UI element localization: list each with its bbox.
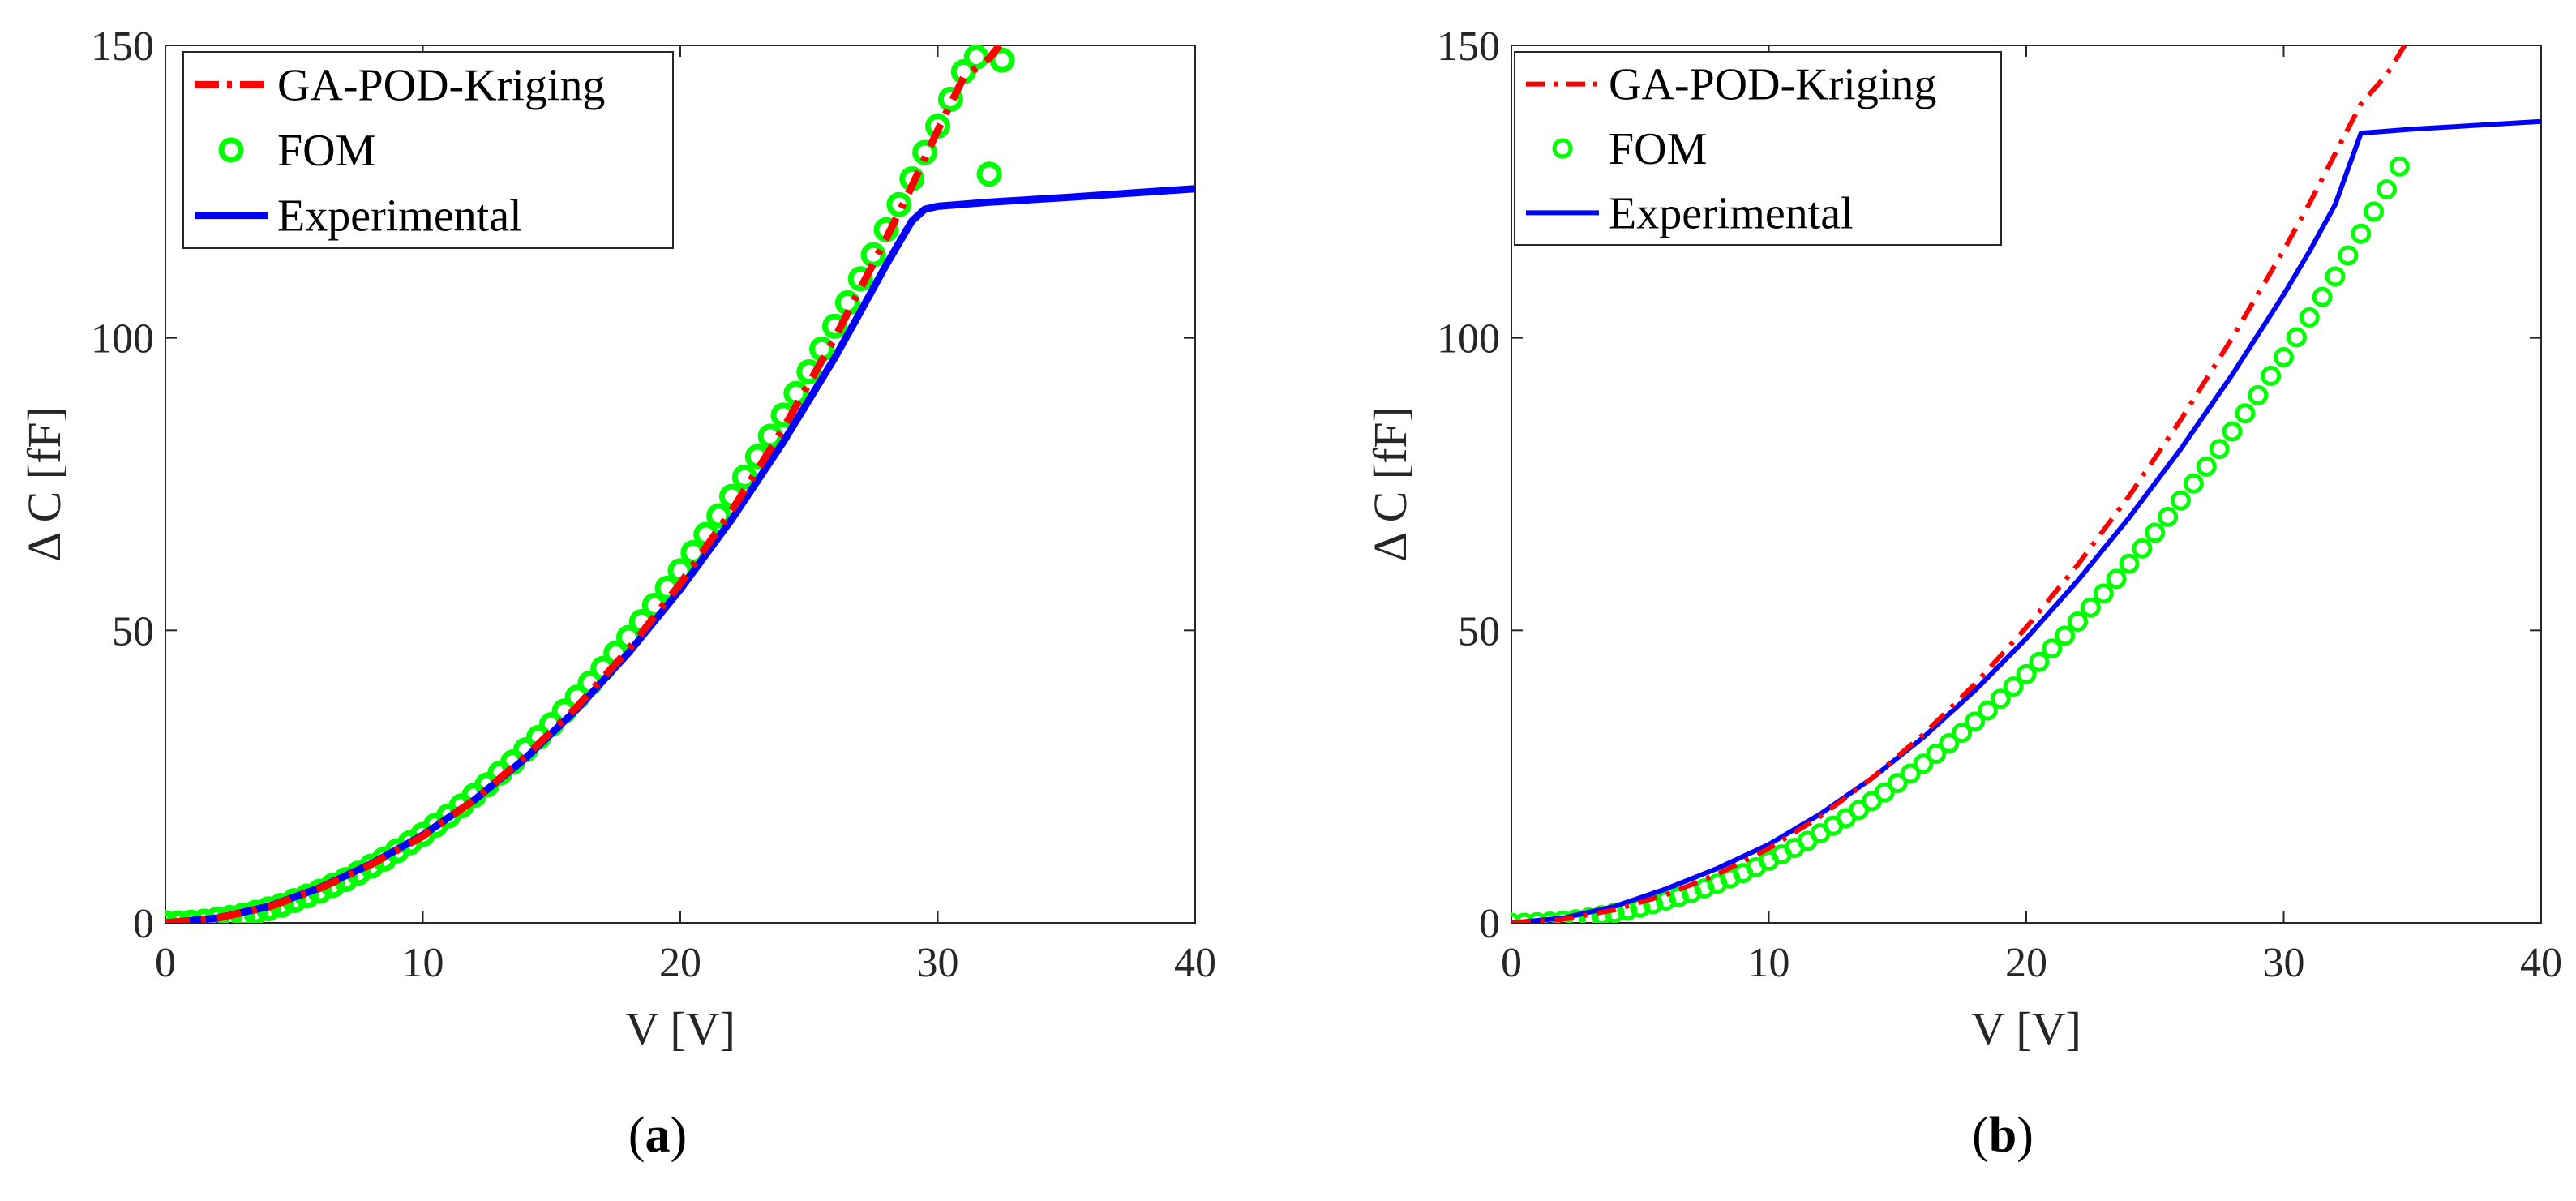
series-layer — [1511, 45, 2541, 923]
data-point-fom — [1643, 894, 1664, 915]
data-point-fom — [2016, 663, 2037, 684]
panel-caption: (b) — [1972, 1108, 2034, 1163]
data-point-fom — [976, 161, 1002, 187]
data-point-fom — [2093, 583, 2114, 604]
y-tick-label: 100 — [91, 316, 154, 362]
x-tick-label: 20 — [659, 940, 701, 986]
legend-label-experimental: Experimental — [1609, 188, 1854, 238]
data-point-fom — [2364, 201, 2385, 222]
y-tick-label: 150 — [1437, 24, 1500, 70]
legend: GA-POD-Kriging FOM Experimental — [182, 51, 674, 249]
series-line-ga-pod-kriging — [1511, 45, 2407, 923]
x-axis-label: V [V] — [1971, 1002, 2081, 1055]
y-tick-label: 150 — [91, 24, 154, 70]
data-point-fom — [2286, 327, 2307, 348]
data-point-fom — [2003, 676, 2024, 697]
data-point-fom — [2068, 611, 2088, 633]
x-tick-label: 30 — [917, 940, 959, 986]
data-point-fom — [2351, 223, 2372, 244]
data-point-fom — [1977, 700, 1998, 721]
data-point-fom — [2158, 506, 2179, 527]
x-tick-label: 10 — [1748, 940, 1790, 986]
data-point-fom — [1578, 907, 1599, 923]
chart-panel-a: 0 10 20 30 40 0 50 100 150 V [V] Δ C [fF] GA-POD-Kr… — [18, 24, 1216, 1163]
legend-marker-fom — [218, 137, 244, 163]
data-point-fom — [2235, 403, 2256, 424]
y-tick-label: 50 — [112, 608, 154, 654]
legend-marker-fom — [1552, 138, 1573, 159]
data-point-fom — [2222, 421, 2243, 442]
data-point-fom — [2042, 638, 2063, 659]
legend-label-ga-pod-kriging: GA-POD-Kriging — [1609, 60, 1936, 110]
data-point-fom — [1952, 723, 1973, 744]
data-point-fom — [2106, 568, 2127, 590]
legend-label-ga-pod-kriging: GA-POD-Kriging — [277, 60, 605, 110]
data-point-fom — [2196, 456, 2217, 477]
data-point-fom — [2055, 625, 2076, 646]
y-tick-label: 0 — [1479, 901, 1500, 947]
data-point-fom — [2299, 307, 2320, 328]
x-tick-label: 20 — [2005, 940, 2047, 986]
series-line-experimental — [1511, 118, 2541, 923]
data-point-fom — [165, 910, 191, 923]
legend-label-fom: FOM — [1609, 124, 1707, 174]
data-point-fom — [2274, 346, 2294, 367]
x-tick-label: 30 — [2263, 940, 2305, 986]
x-tick-label: 0 — [155, 940, 176, 986]
y-tick-label: 0 — [133, 901, 154, 947]
data-point-fom — [2119, 553, 2140, 574]
data-point-fom — [2312, 286, 2333, 307]
data-point-fom — [2029, 651, 2050, 672]
series-layer — [165, 45, 1195, 923]
data-point-fom — [1887, 773, 1908, 794]
data-point-fom — [2325, 266, 2346, 287]
data-point-fom — [2209, 439, 2230, 460]
data-point-fom — [2377, 178, 2397, 199]
data-point-fom — [2145, 522, 2166, 543]
series-line-ga-pod-kriging — [165, 45, 1003, 923]
x-tick-label: 40 — [1174, 940, 1216, 986]
series-fom — [1511, 156, 2410, 923]
data-point-fom — [2389, 156, 2410, 177]
panel-caption: (a) — [628, 1108, 687, 1163]
legend: GA-POD-Kriging FOM Experimental — [1514, 51, 2002, 246]
data-point-fom — [1939, 733, 1960, 754]
data-point-fom — [2132, 538, 2153, 559]
data-point-fom — [847, 266, 873, 292]
x-tick-label: 0 — [1501, 940, 1522, 986]
data-point-fom — [912, 139, 938, 165]
x-tick-label: 40 — [2520, 940, 2562, 986]
legend-label-fom: FOM — [277, 126, 375, 176]
y-tick-label: 100 — [1437, 316, 1500, 362]
y-tick-label: 50 — [1458, 608, 1500, 654]
data-point-fom — [2261, 366, 2282, 387]
data-point-fom — [2183, 473, 2204, 494]
data-point-fom — [1926, 744, 1947, 765]
data-point-fom — [1514, 912, 1535, 923]
data-point-fom — [2338, 245, 2359, 266]
data-point-fom — [1900, 763, 1921, 784]
data-point-fom — [886, 191, 912, 217]
series-line-experimental — [165, 185, 1195, 923]
data-point-fom — [2248, 384, 2269, 405]
data-point-fom — [2171, 490, 2191, 511]
legend-label-experimental: Experimental — [277, 191, 522, 242]
chart-panel-b: 0 10 20 30 40 0 50 100 150 V [V] Δ C [fF] GA-POD-Kr… — [1364, 24, 2562, 1163]
y-axis-label: Δ C [fF] — [1364, 406, 1417, 562]
data-point-fom — [1965, 711, 1985, 732]
data-point-fom — [937, 86, 963, 112]
y-axis-label: Δ C [fF] — [18, 406, 71, 562]
data-point-fom — [1874, 782, 1895, 803]
data-point-fom — [1913, 753, 1934, 774]
data-point-fom — [706, 503, 732, 529]
x-axis-label: V [V] — [625, 1002, 735, 1055]
data-point-fom — [2080, 597, 2101, 618]
x-tick-label: 10 — [402, 940, 444, 986]
data-point-fom — [860, 242, 886, 268]
data-point-fom — [1990, 688, 2011, 710]
